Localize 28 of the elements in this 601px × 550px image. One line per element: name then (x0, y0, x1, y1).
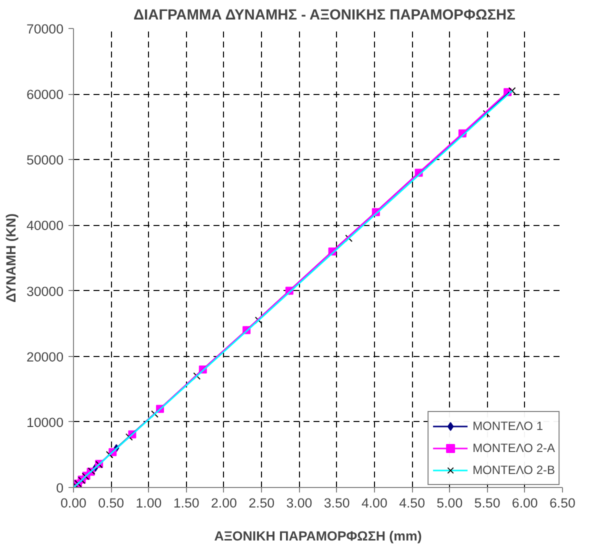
chart-title: ΔΙΑΓΡΑΜΜΑ ΔΥΝΑΜΗΣ - ΑΞΟΝΙΚΗΣ ΠΑΡΑΜΟΡΦΩΣΗΣ (134, 8, 516, 24)
x-tick-label: 2.00 (210, 496, 237, 510)
legend-label: ΜΟΝΤΕΛΟ 1 (472, 419, 543, 433)
x-tick-label: 4.50 (399, 496, 426, 510)
y-tick-label: 10000 (26, 414, 64, 430)
x-tick-label: 6.00 (512, 496, 538, 510)
y-tick-label: 60000 (26, 87, 64, 102)
legend-label: ΜΟΝΤΕΛΟ 2-A (472, 441, 555, 455)
x-tick-label: 0.00 (60, 496, 86, 510)
x-tick-label: 1.50 (173, 496, 200, 510)
x-tick-label: 2.50 (248, 496, 275, 510)
y-tick-label: 30000 (26, 284, 64, 299)
x-tick-label: 5.00 (436, 496, 463, 510)
y-tick-label: 50000 (26, 152, 64, 168)
y-tick-label: 70000 (26, 22, 64, 36)
y-tick-label: 20000 (26, 349, 64, 364)
x-tick-label: 0.50 (98, 496, 124, 510)
x-tick-label: 1.00 (136, 496, 162, 510)
x-tick-label: 6.50 (550, 496, 576, 510)
x-tick-label: 5.50 (474, 496, 500, 510)
y-tick-label: 40000 (26, 218, 64, 234)
x-axis-title: ΑΞΟΝΙΚΗ ΠΑΡΑΜΟΡΦΩΣΗ (mm) (214, 528, 422, 544)
y-tick-label: 0 (56, 480, 64, 496)
x-tick-label: 3.50 (324, 496, 350, 510)
x-tick-label: 4.00 (361, 496, 388, 510)
x-tick-label: 3.00 (286, 496, 312, 510)
legend-label: ΜΟΝΤΕΛΟ 2-B (472, 463, 555, 477)
y-axis-title: ΔΥΝΑΜΗ (KN) (3, 213, 18, 303)
